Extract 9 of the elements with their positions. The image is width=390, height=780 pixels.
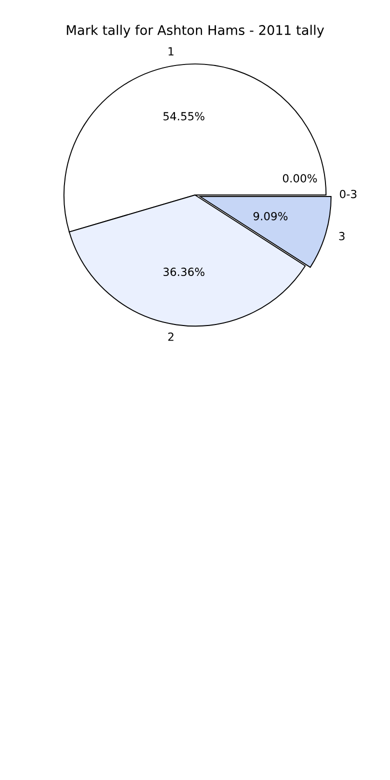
chart-title: Mark tally for Ashton Hams - 2011 tally: [66, 24, 324, 38]
data-label: 54.55%: [163, 112, 204, 120]
data-label: 36.36%: [163, 268, 204, 276]
data-label: 9.09%: [253, 212, 288, 220]
slice-label: 2: [168, 332, 174, 341]
slice-label: 3: [339, 232, 345, 240]
category-label: 0-3: [340, 190, 356, 198]
text: 0.00%: [282, 174, 317, 182]
slice-label: 1: [168, 47, 174, 56]
